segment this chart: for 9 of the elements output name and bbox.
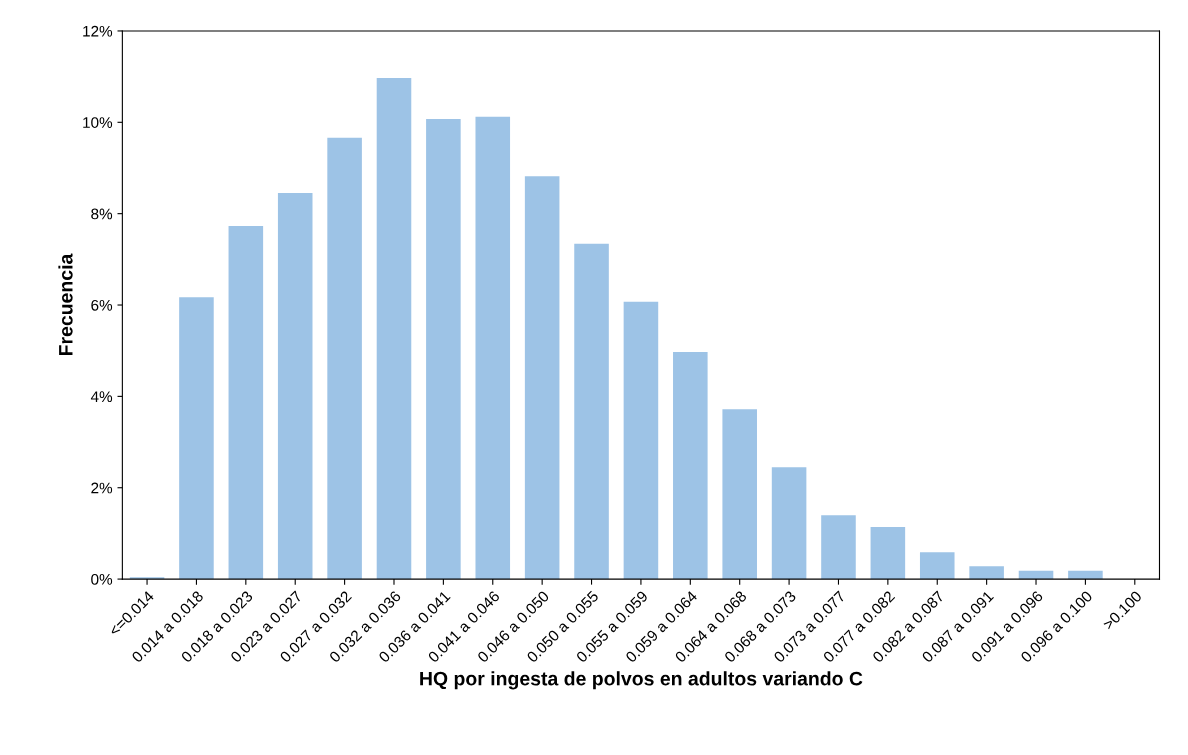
y-tick-label: 6%	[91, 299, 113, 311]
y-axis-title: Frecuencia	[58, 253, 73, 356]
y-tick-label: 0%	[91, 573, 113, 585]
y-tick-label: 8%	[91, 208, 113, 220]
y-tick-label: 10%	[83, 117, 113, 128]
y-tick-label: 12%	[83, 25, 113, 37]
y-tick-label: 2%	[91, 482, 113, 494]
y-tick-label: 4%	[90, 391, 113, 402]
x-axis-title: HQ por ingesta de polvos en adultos variando C	[420, 671, 863, 690]
